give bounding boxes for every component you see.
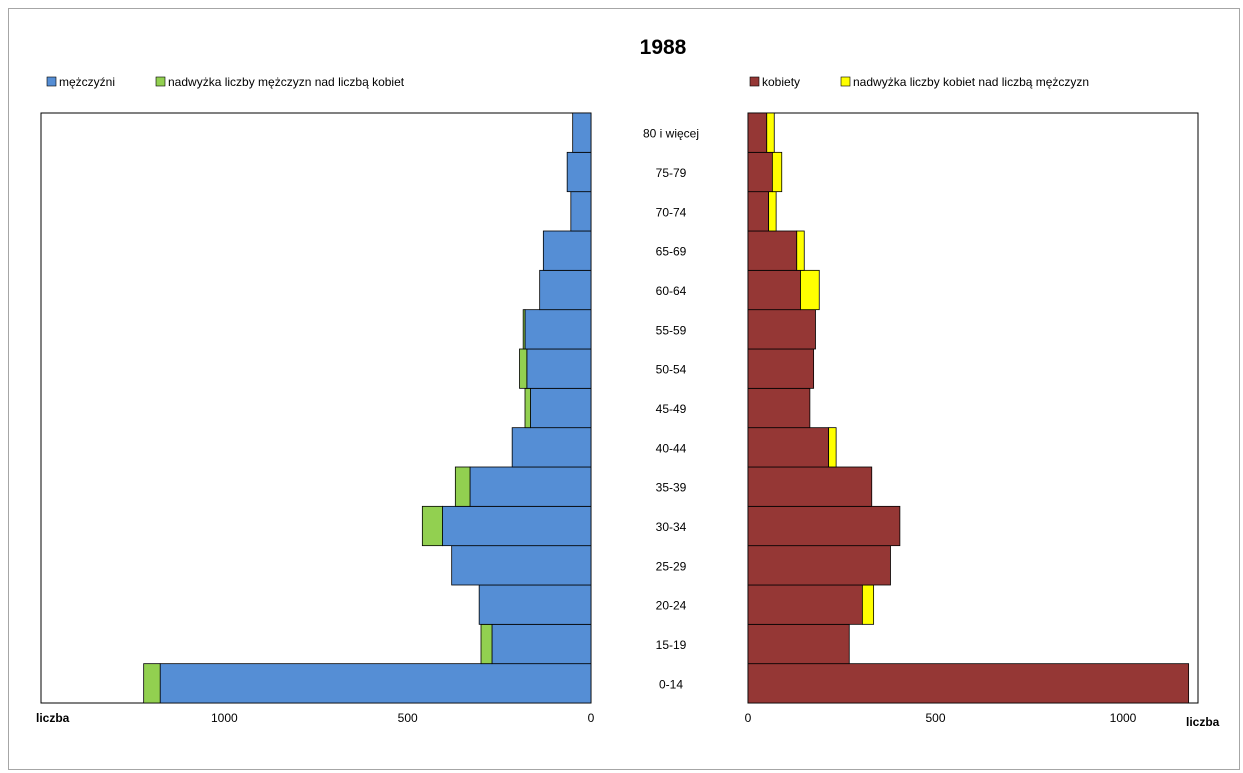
men-bar (159, 663, 592, 704)
women-bar (747, 151, 773, 193)
women-bar (747, 348, 815, 389)
age-group-label: 65-69 (656, 245, 687, 259)
men-bar (478, 584, 592, 625)
age-group-label: 45-49 (656, 402, 687, 416)
women-bar (747, 545, 891, 586)
men-bar (451, 545, 592, 586)
women-surplus-bar (861, 584, 875, 625)
men-bar (542, 230, 592, 271)
women-bar (747, 584, 863, 625)
legend-swatch-men-surplus (155, 76, 166, 87)
legend-swatch-women-surplus (840, 76, 851, 87)
men-bar (566, 151, 592, 193)
age-group-label: 50-54 (656, 363, 687, 377)
age-group-label: 25-29 (656, 559, 687, 573)
age-group-label: 20-24 (656, 599, 687, 613)
men-bar (491, 623, 592, 665)
women-bar (747, 623, 850, 665)
women-bar (747, 230, 798, 271)
legend-left: mężczyźni nadwyżka liczby mężczyzn nad l… (46, 75, 405, 89)
left-x-axis: 0 500 1000 (211, 711, 595, 725)
age-group-label: 40-44 (656, 441, 687, 455)
men-bar (570, 191, 592, 232)
age-group-label: 60-64 (656, 284, 687, 298)
right-bars (747, 112, 1190, 704)
right-axis-title: liczba (1186, 715, 1220, 729)
women-bar (747, 427, 830, 468)
chart-frame: 1988 mężczyźni nadwyżka liczby mężczyzn … (8, 8, 1240, 770)
left-bars (143, 112, 592, 704)
men-surplus-bar (143, 663, 161, 704)
legend-label-women: kobiety (762, 75, 800, 89)
men-bar (511, 427, 592, 468)
women-surplus-bar (771, 151, 783, 193)
men-surplus-bar (524, 387, 531, 429)
left-x-tick-label: 0 (588, 711, 595, 725)
women-surplus-bar (796, 230, 805, 271)
left-x-tick-label: 1000 (211, 711, 238, 725)
men-bar (469, 466, 592, 507)
women-bar (747, 505, 901, 547)
left-axis-title: liczba (36, 711, 70, 725)
men-surplus-bar (519, 348, 528, 389)
age-group-label: 70-74 (656, 205, 687, 219)
women-bar (747, 191, 770, 232)
women-surplus-bar (800, 269, 820, 311)
women-bar (747, 269, 801, 311)
age-group-label: 55-59 (656, 323, 687, 337)
age-group-label: 0-14 (659, 677, 683, 691)
legend-swatch-men (46, 76, 57, 87)
age-group-label: 30-34 (656, 520, 687, 534)
men-bar (524, 309, 592, 350)
men-bar (442, 505, 592, 547)
right-x-tick-label: 0 (745, 711, 752, 725)
legend-right: kobiety nadwyżka liczby kobiet nad liczb… (749, 75, 1089, 89)
right-x-axis: 0 500 1000 (745, 711, 1137, 725)
women-surplus-bar (828, 427, 837, 468)
men-surplus-bar (421, 505, 443, 547)
women-surplus-bar (768, 191, 777, 232)
age-group-labels: 0-14 15-19 20-24 25-29 30-34 35-39 40-44 45-49 5… (643, 127, 699, 692)
age-group-label: 80 i więcej (643, 127, 699, 141)
women-bar (747, 466, 873, 507)
population-pyramid-chart: 1988 mężczyźni nadwyżka liczby mężczyzn … (36, 36, 1220, 729)
men-surplus-bar (454, 466, 471, 507)
legend-label-women-surplus: nadwyżka liczby kobiet nad liczbą mężczy… (853, 75, 1089, 89)
age-group-label: 75-79 (656, 166, 687, 180)
men-bar (572, 112, 592, 153)
women-bar (747, 112, 768, 153)
legend-label-men-surplus: nadwyżka liczby mężczyzn nad liczbą kobi… (168, 75, 405, 89)
chart-title: 1988 (640, 36, 687, 59)
women-bar (747, 387, 811, 429)
women-bar (747, 309, 816, 350)
right-x-tick-label: 500 (925, 711, 945, 725)
men-surplus-bar (522, 309, 526, 350)
women-bar (747, 663, 1190, 704)
legend-swatch-women (749, 76, 760, 87)
men-bar (539, 269, 592, 311)
right-x-tick-label: 1000 (1110, 711, 1137, 725)
age-group-label: 15-19 (656, 638, 687, 652)
left-x-tick-label: 500 (398, 711, 418, 725)
men-bar (530, 387, 592, 429)
women-surplus-bar (766, 112, 775, 153)
legend-label-men: mężczyźni (59, 75, 115, 89)
age-group-label: 35-39 (656, 481, 687, 495)
men-surplus-bar (480, 623, 493, 665)
men-bar (526, 348, 592, 389)
